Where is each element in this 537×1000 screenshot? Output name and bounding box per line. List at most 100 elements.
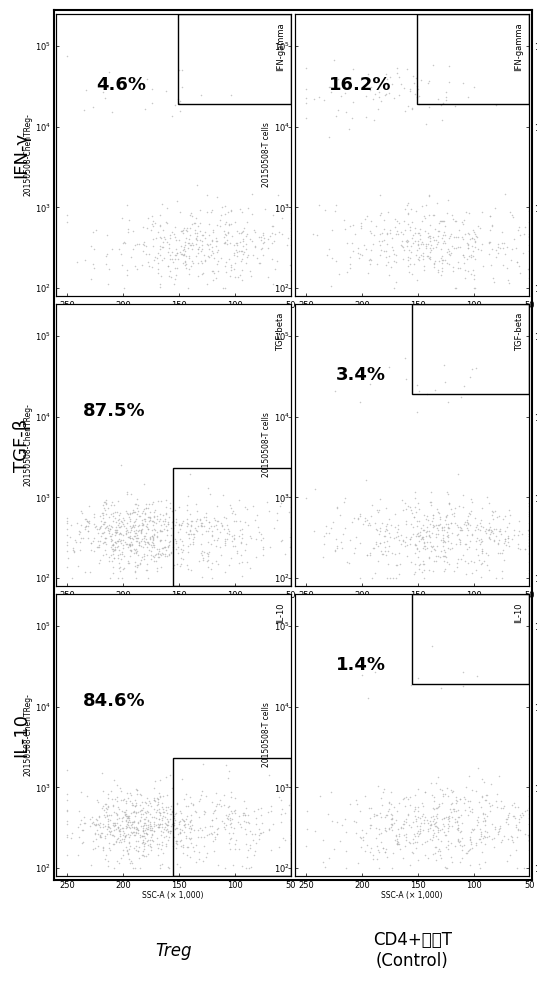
Point (514, 527, 523, 543)
Point (435, 505, 444, 521)
Point (149, 539, 158, 555)
Point (452, 789, 460, 805)
Point (410, 225, 419, 241)
Point (200, 819, 209, 835)
Point (380, 528, 389, 544)
Point (123, 515, 132, 531)
Point (481, 817, 489, 833)
Point (367, 508, 375, 524)
Point (415, 527, 424, 543)
Point (286, 263, 295, 279)
Point (442, 255, 451, 271)
Point (487, 524, 496, 540)
Point (333, 500, 342, 516)
Point (129, 804, 138, 820)
Point (162, 828, 170, 844)
Point (177, 223, 185, 239)
Point (175, 232, 183, 248)
Point (111, 524, 119, 540)
Point (345, 249, 354, 265)
Point (138, 847, 147, 863)
Point (458, 850, 467, 866)
Point (143, 534, 152, 550)
Point (420, 847, 429, 863)
Point (425, 549, 433, 565)
X-axis label: SSC-A (× 1,000): SSC-A (× 1,000) (142, 891, 204, 900)
Point (79, 530, 88, 546)
Point (419, 522, 428, 538)
Point (408, 230, 416, 246)
Point (213, 513, 222, 529)
Point (141, 825, 150, 841)
Point (129, 797, 137, 813)
Point (187, 562, 195, 578)
Point (438, 821, 447, 837)
Point (97, 829, 106, 845)
Point (117, 783, 125, 799)
Point (464, 236, 473, 252)
Point (130, 519, 139, 535)
Point (232, 235, 241, 251)
Point (141, 804, 149, 820)
Point (426, 775, 435, 791)
Point (133, 491, 142, 507)
Point (248, 233, 256, 249)
Point (302, 90, 310, 106)
Point (411, 801, 419, 817)
Point (373, 256, 382, 272)
Point (441, 827, 450, 843)
Point (146, 512, 154, 528)
Point (153, 511, 161, 527)
Point (128, 504, 137, 520)
Point (444, 241, 452, 257)
Point (258, 541, 267, 557)
Point (444, 527, 452, 543)
Point (420, 812, 429, 828)
Point (63, 786, 71, 802)
Point (410, 509, 418, 525)
Point (431, 845, 439, 861)
Point (178, 771, 186, 787)
Point (128, 536, 136, 552)
Point (175, 517, 183, 533)
Point (156, 218, 164, 234)
Point (137, 794, 146, 810)
Point (226, 831, 235, 847)
Point (105, 823, 113, 839)
Point (226, 810, 235, 826)
Point (251, 826, 259, 842)
Point (474, 218, 482, 234)
Point (138, 515, 147, 531)
Point (104, 858, 112, 874)
Point (512, 842, 520, 858)
Point (86, 535, 95, 551)
Point (77, 505, 86, 521)
Point (393, 524, 401, 540)
Point (419, 556, 427, 572)
Point (187, 820, 195, 836)
Point (102, 796, 111, 812)
Point (95, 828, 104, 844)
Point (363, 208, 372, 224)
Point (471, 562, 480, 578)
Point (478, 844, 487, 860)
Point (440, 553, 448, 569)
Point (146, 822, 155, 838)
Point (131, 504, 140, 520)
Point (448, 238, 456, 254)
Point (226, 268, 235, 284)
Point (382, 533, 391, 549)
Point (400, 813, 408, 829)
Point (244, 517, 253, 533)
Point (89, 841, 97, 857)
Point (461, 553, 470, 569)
Point (154, 545, 162, 561)
Point (114, 823, 123, 839)
Point (124, 814, 132, 830)
Point (177, 517, 186, 533)
Point (158, 804, 167, 820)
Point (146, 510, 154, 526)
Point (139, 243, 147, 259)
Point (480, 810, 488, 826)
Point (525, 828, 534, 844)
